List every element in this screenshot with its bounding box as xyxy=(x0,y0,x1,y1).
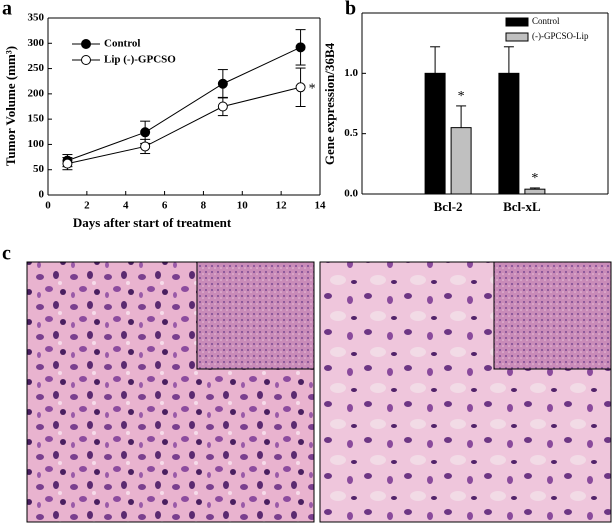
x-tick-label: 6 xyxy=(162,200,168,212)
bar xyxy=(524,188,546,195)
y-tick-label: 350 xyxy=(28,12,45,24)
y-axis-label: Tumor Volume (mm³) xyxy=(3,46,18,166)
legend-label: (-)-GPCSO-Lip xyxy=(532,31,589,41)
x-tick-label: 10 xyxy=(237,200,249,212)
y-tick-label: 150 xyxy=(28,113,45,125)
y-axis-label: Gene expression/36B4 xyxy=(322,42,337,165)
bar xyxy=(424,72,446,195)
y-tick-label: 0.0 xyxy=(344,188,358,200)
marker xyxy=(295,42,306,53)
micrograph xyxy=(319,261,612,523)
marker xyxy=(295,82,306,93)
micrograph xyxy=(26,261,315,523)
y-tick-label: 50 xyxy=(33,163,45,175)
bar xyxy=(498,72,520,195)
series-line xyxy=(67,86,301,165)
legend-marker xyxy=(81,55,91,65)
y-tick-label: 100 xyxy=(28,138,45,150)
inset xyxy=(196,261,315,370)
bar xyxy=(450,127,472,195)
x-tick-label: 0 xyxy=(45,200,51,212)
x-tick-label: 4 xyxy=(123,200,129,212)
legend-label: Control xyxy=(532,16,560,26)
marker xyxy=(140,141,151,152)
y-tick-label: 200 xyxy=(28,87,45,99)
legend-swatch xyxy=(505,17,529,27)
x-tick-label: 8 xyxy=(201,200,207,212)
x-tick-label: 12 xyxy=(276,200,288,212)
x-axis-label: Days after start of treatment xyxy=(73,215,232,230)
panel-label: c xyxy=(2,243,11,265)
legend-label: Lip (-)-GPCSO xyxy=(104,54,176,66)
legend-marker xyxy=(81,39,91,49)
annotation: * xyxy=(458,89,465,104)
y-tick-label: 0 xyxy=(39,189,45,201)
marker xyxy=(217,101,228,112)
series-line xyxy=(67,46,301,162)
marker xyxy=(217,78,228,89)
marker xyxy=(140,127,151,138)
y-tick-label: 1.0 xyxy=(344,67,358,79)
x-tick-label: Bcl-2 xyxy=(434,199,463,214)
y-tick-label: 250 xyxy=(28,62,45,74)
y-tick-label: 300 xyxy=(28,37,45,49)
panel-label: a xyxy=(2,0,12,20)
x-tick-label: 2 xyxy=(84,200,90,212)
x-tick-label: Bcl-xL xyxy=(503,199,541,214)
inset xyxy=(493,261,612,370)
annotation: * xyxy=(309,82,316,97)
y-tick-label: 0.5 xyxy=(344,127,358,139)
panel-label: b xyxy=(345,0,356,20)
legend-swatch xyxy=(505,32,529,42)
x-tick-label: 14 xyxy=(315,200,327,212)
annotation: * xyxy=(531,171,538,186)
marker xyxy=(62,158,73,169)
legend-label: Control xyxy=(104,38,140,50)
